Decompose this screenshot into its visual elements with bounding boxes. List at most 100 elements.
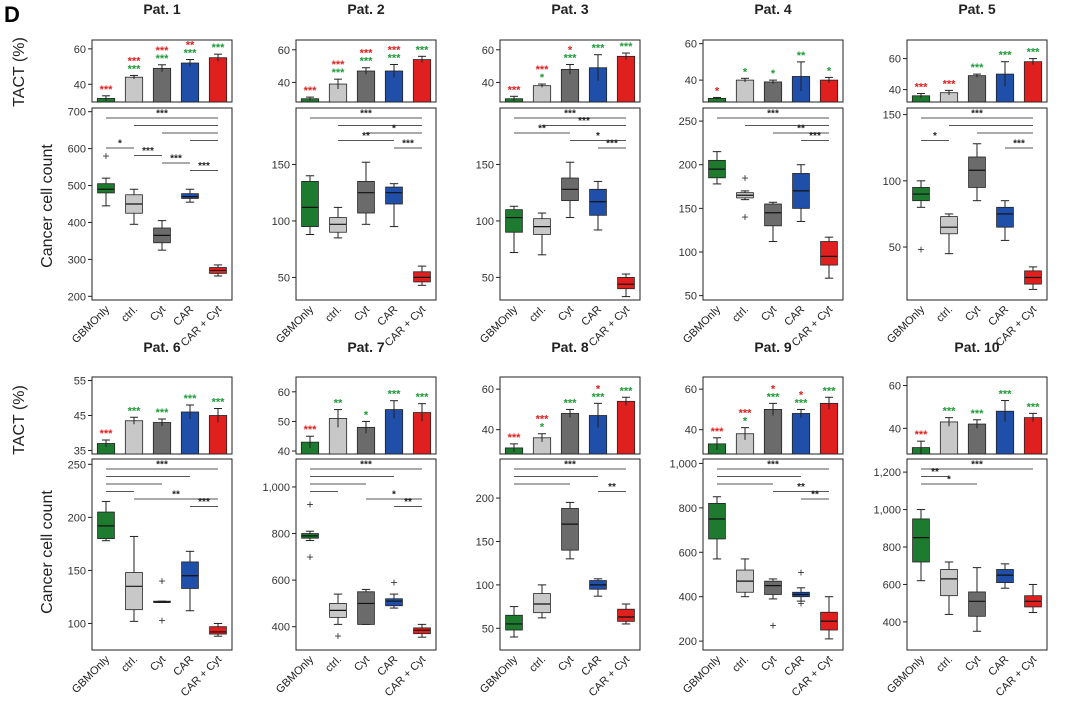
category-label: GBMOnly [70, 653, 113, 696]
bar-ytick-label: 35 [74, 446, 86, 458]
significance-star-green: * [540, 72, 545, 84]
box-gbmonly [97, 183, 115, 194]
panel-title: Pat. 10 [954, 339, 999, 355]
box-cyt [968, 591, 986, 617]
significance-label: *** [198, 497, 210, 508]
significance-label: *** [360, 109, 372, 120]
category-label: ctrl. [119, 654, 140, 675]
significance-star-green: *** [971, 408, 985, 420]
significance-star-red: *** [536, 414, 550, 426]
significance-star-red: *** [711, 426, 725, 438]
box-cyt [561, 508, 579, 551]
box-cyt [357, 591, 375, 625]
box-ytick-label: 250 [679, 116, 697, 128]
significance-star-green: *** [416, 44, 430, 56]
box-gbmonly [912, 518, 930, 563]
significance-label: *** [767, 460, 779, 471]
bar-ytick-label: 45 [74, 411, 86, 423]
category-label: Cyt [148, 654, 168, 674]
bar-ytick-label: 40 [278, 446, 290, 458]
box-carcyt [209, 626, 227, 635]
significance-star-green: *** [999, 389, 1013, 401]
box-gbmonly [301, 181, 319, 227]
box-car [385, 186, 403, 205]
significance-label: *** [809, 131, 821, 142]
significance-star-red: *** [156, 45, 170, 57]
significance-star-green: *** [128, 405, 142, 417]
bar-ytick-label: 40 [685, 425, 697, 437]
category-label: GBMOnly [478, 653, 521, 696]
significance-star-red: *** [332, 59, 346, 71]
bar-carcyt [616, 400, 636, 455]
significance-star-red: ** [186, 39, 195, 51]
significance-star-red: * [799, 389, 804, 401]
box-axes-frame [702, 458, 844, 651]
box-axes-frame [702, 107, 844, 301]
box-outlier: + [741, 210, 748, 224]
significance-label: ** [172, 490, 180, 501]
bar-ytick-label: 40 [482, 77, 494, 89]
category-label: Cyt [352, 304, 372, 324]
category-label: CAR [986, 304, 1011, 329]
significance-label: ** [608, 482, 616, 493]
category-label: GBMOnly [885, 303, 928, 346]
category-label: Cyt [352, 654, 372, 674]
significance-star-red: *** [915, 429, 929, 441]
box-cyt [764, 580, 782, 595]
significance-label: *** [606, 139, 618, 150]
panel-title: Pat. 7 [347, 339, 385, 355]
significance-star-green: * [540, 422, 545, 434]
significance-star-green: *** [620, 385, 634, 397]
bar-cyt [763, 409, 783, 455]
box-ytick-label: 100 [679, 247, 697, 259]
box-ctrl [125, 572, 143, 611]
category-label: CAR [782, 304, 807, 329]
significance-label: * [392, 490, 396, 501]
significance-star-green: * [743, 416, 748, 428]
box-outlier: + [158, 613, 165, 627]
box-outlier: + [797, 596, 804, 610]
bar-ctrl [124, 420, 144, 455]
significance-label: * [933, 131, 937, 142]
box-outlier: + [306, 550, 313, 564]
category-label: GBMOnly [70, 303, 113, 346]
significance-label: *** [971, 460, 983, 471]
significance-star-green: *** [564, 397, 578, 409]
box-ytick-label: 250 [68, 459, 86, 471]
bar-cyt [356, 70, 376, 103]
box-ytick-label: 800 [883, 542, 901, 554]
panel-title: Pat. 2 [347, 1, 385, 17]
box-ytick-label: 100 [272, 216, 290, 228]
significance-star-green: *** [128, 63, 142, 75]
box-carcyt [617, 277, 635, 290]
significance-star-green: *** [1027, 47, 1041, 59]
significance-star-green: *** [388, 52, 402, 64]
bar-ytick-label: 60 [74, 44, 86, 56]
significance-star-red: * [568, 44, 573, 56]
box-car [996, 206, 1014, 228]
significance-star-green: *** [156, 53, 170, 65]
category-label: ctrl. [527, 304, 548, 325]
box-ytick-label: 50 [482, 272, 494, 284]
category-label: Cyt [759, 304, 779, 324]
category-label: Cyt [759, 654, 779, 674]
significance-star-green: *** [184, 393, 198, 405]
significance-star-green: * [364, 409, 369, 421]
box-ytick-label: 50 [685, 291, 697, 303]
significance-star-green: *** [999, 50, 1013, 62]
box-ctrl [940, 216, 958, 235]
box-car [385, 598, 403, 607]
category-label: ctrl. [527, 654, 548, 675]
box-outlier: + [306, 497, 313, 511]
box-ytick-label: 200 [679, 636, 697, 648]
category-label: CAR [579, 654, 604, 679]
significance-label: * [392, 124, 396, 135]
significance-star-green: *** [156, 407, 170, 419]
box-ytick-label: 1,000 [669, 458, 697, 470]
bar-ctrl [124, 76, 144, 103]
